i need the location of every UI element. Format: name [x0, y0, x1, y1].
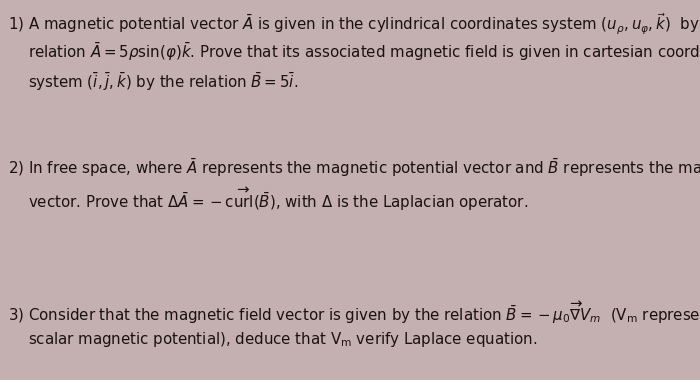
- Text: scalar magnetic potential), deduce that $\mathrm{V_m}$ verify Laplace equation.: scalar magnetic potential), deduce that …: [28, 330, 537, 349]
- Text: relation $\bar{A}=5\rho\sin(\varphi)\bar{k}$. Prove that its associated magnetic: relation $\bar{A}=5\rho\sin(\varphi)\bar…: [28, 41, 700, 63]
- Text: 1) A magnetic potential vector $\bar{A}$ is given in the cylindrical coordinates: 1) A magnetic potential vector $\bar{A}$…: [8, 11, 700, 37]
- Text: vector. Prove that $\Delta\bar{A}=-\overrightarrow{\mathrm{curl}}(\bar{B})$, wit: vector. Prove that $\Delta\bar{A}=-\over…: [28, 186, 528, 214]
- Text: 2) In free space, where $\bar{A}$ represents the magnetic potential vector and $: 2) In free space, where $\bar{A}$ repres…: [8, 157, 700, 179]
- Text: 3) Consider that the magnetic field vector is given by the relation $\bar{B}=-\m: 3) Consider that the magnetic field vect…: [8, 300, 700, 326]
- Text: system $(\bar{i},\bar{j},\bar{k})$ by the relation $\bar{B}=5\bar{i}$.: system $(\bar{i},\bar{j},\bar{k})$ by th…: [28, 71, 298, 93]
